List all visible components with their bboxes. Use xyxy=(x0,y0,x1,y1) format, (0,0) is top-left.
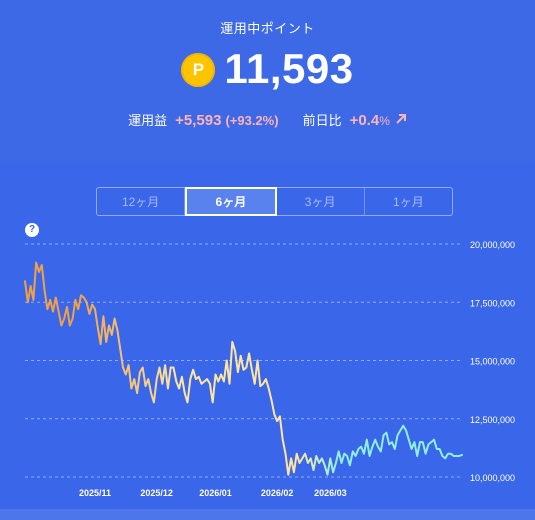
x-tick-label: 2025/12 xyxy=(140,488,173,498)
points-display: P 11,593 xyxy=(0,44,535,94)
x-tick-label: 2025/11 xyxy=(79,488,111,498)
points-value: 11,593 xyxy=(224,45,354,92)
x-tick-label: 2026/02 xyxy=(261,488,294,498)
profit-percent: (+93.2%) xyxy=(225,113,279,128)
profit-value: +5,593 xyxy=(175,112,222,129)
daily-change-unit: % xyxy=(379,114,390,128)
value-chart: 20,000,000 17,500,000 15,000,000 12,500,000… xyxy=(24,240,515,498)
y-tick-label: 17,500,000 xyxy=(470,298,515,308)
tab-1-month[interactable]: 1ヶ月 xyxy=(393,195,424,209)
x-tick-label: 2026/01 xyxy=(199,488,232,498)
y-tick-label: 10,000,000 xyxy=(470,473,515,483)
tab-6-months[interactable]: 6ヶ月 xyxy=(185,187,277,216)
daily-change-value: +0.4 xyxy=(349,112,380,129)
x-tick-label: 2026/03 xyxy=(314,488,347,498)
tab-12-months[interactable]: 12ヶ月 xyxy=(97,188,186,215)
series-line xyxy=(24,261,463,476)
profit-label: 運用益 xyxy=(128,113,168,128)
y-tick-label: 12,500,000 xyxy=(470,415,515,425)
stats-row: 運用益 +5,593 (+93.2%) 前日比 +0.4% xyxy=(0,110,535,129)
daily-change-label: 前日比 xyxy=(302,113,342,128)
y-tick-label: 20,000,000 xyxy=(470,240,515,250)
page-title: 運用中ポイント xyxy=(220,21,315,36)
help-icon[interactable]: ? xyxy=(25,223,39,237)
arrow-up-right-icon xyxy=(396,114,406,124)
summary-panel xyxy=(0,0,535,162)
tab-3-months[interactable]: 3ヶ月 xyxy=(277,188,365,215)
bottom-strip xyxy=(0,509,535,520)
point-coin-icon: P xyxy=(181,53,216,87)
period-tabs: 12ヶ月 6ヶ月 3ヶ月 1ヶ月 xyxy=(96,187,453,216)
y-tick-label: 15,000,000 xyxy=(470,357,515,367)
